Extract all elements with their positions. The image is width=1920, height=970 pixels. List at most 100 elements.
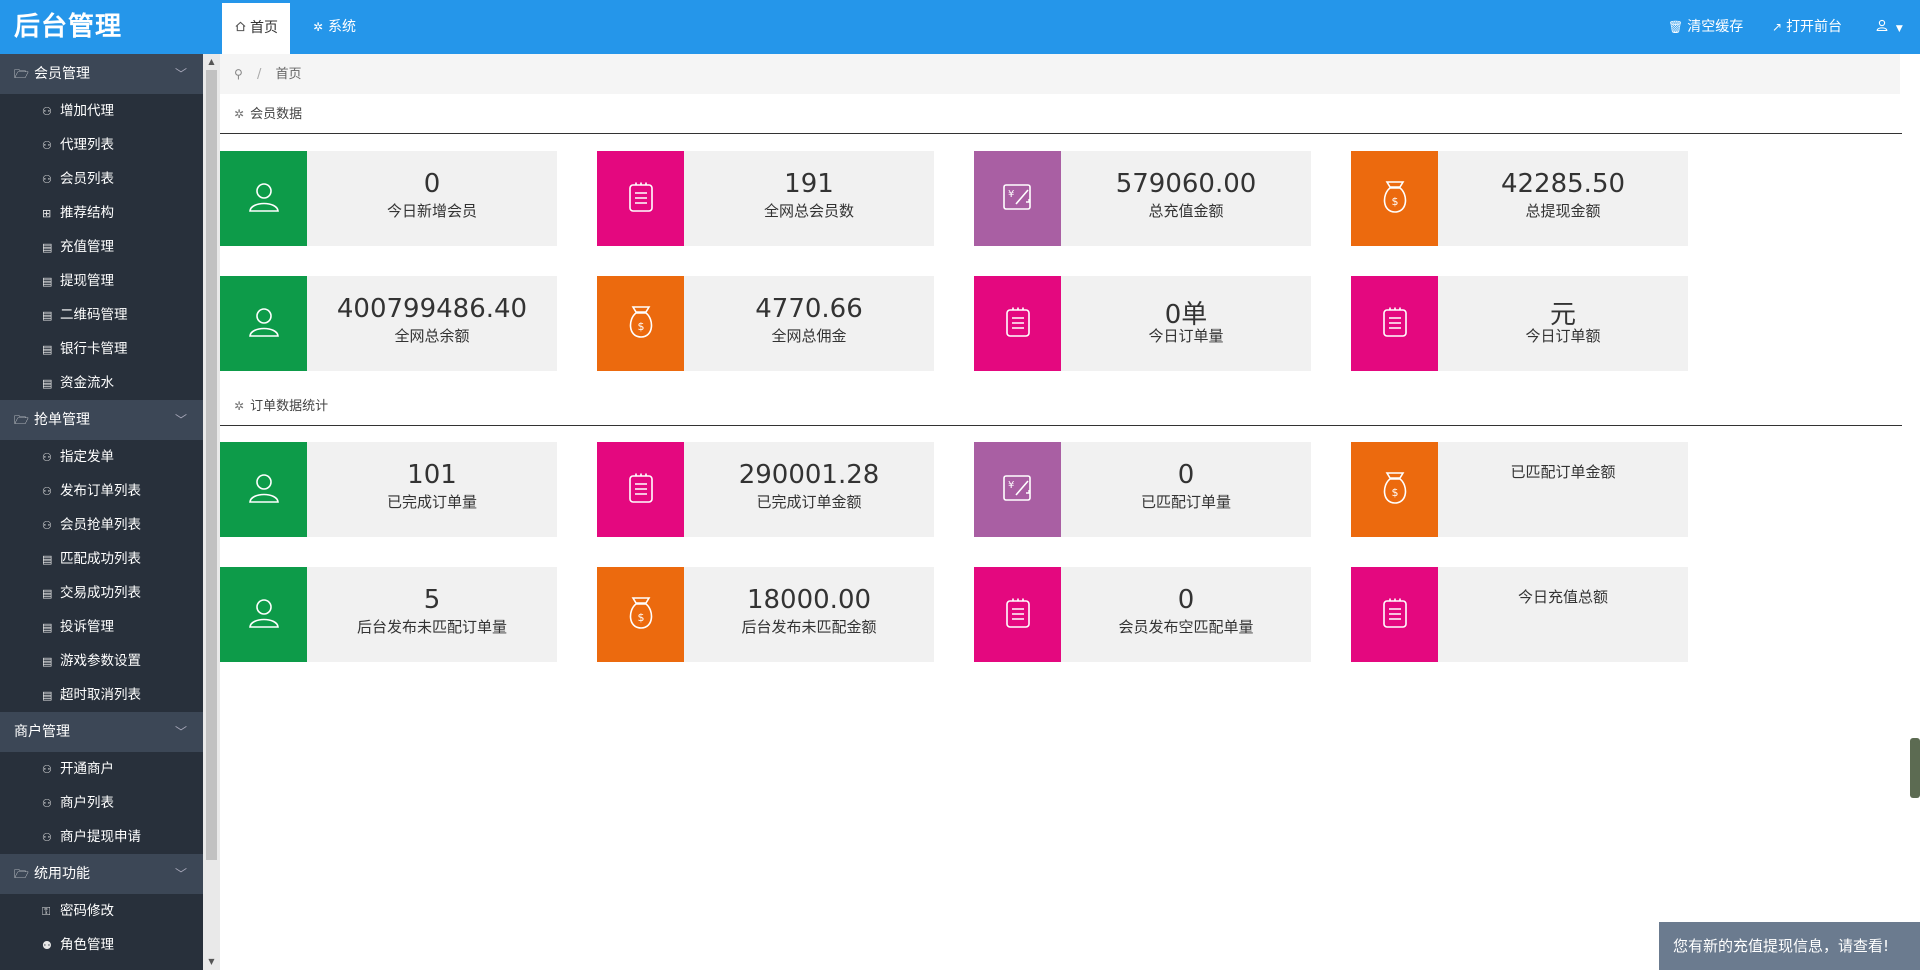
stat-card-icon-box xyxy=(220,567,307,662)
notification-toast[interactable]: 您有新的充值提现信息，请查看! xyxy=(1659,922,1920,970)
stat-card-label: 已匹配订单量 xyxy=(1140,493,1231,511)
sidebar-item-change-password[interactable]: ⚿ 密码修改 xyxy=(0,894,203,928)
sidebar-item-label: 会员列表 xyxy=(60,171,114,187)
sidebar-item-referral-structure[interactable]: ⊞ 推荐结构 xyxy=(0,196,203,230)
sidebar-item-match-success[interactable]: ▤ 匹配成功列表 xyxy=(0,542,203,576)
stat-card: ¥0 已匹配订单量 xyxy=(974,442,1311,537)
sidebar-item-open-merchant[interactable]: ⚇ 开通商户 xyxy=(0,752,203,786)
document-icon: ▤ xyxy=(42,343,53,356)
stat-card-icon-box: $ xyxy=(1351,151,1438,246)
sidebar-group-merchants[interactable]: 商户管理 ﹀ xyxy=(0,712,203,752)
user-icon xyxy=(247,471,281,509)
stat-card-value: 0 xyxy=(1177,460,1195,490)
stat-card-icon-box xyxy=(597,151,684,246)
sidebar-item-recharge[interactable]: ▤ 充值管理 xyxy=(0,230,203,264)
stat-card-icon-box xyxy=(1351,276,1438,371)
sidebar-group-label: 商户管理 xyxy=(14,724,70,740)
scroll-down-arrow[interactable]: ▼ xyxy=(208,957,215,966)
chevron-down-icon: ﹀ xyxy=(174,67,187,81)
chevron-down-icon: ﹀ xyxy=(174,725,187,739)
stat-card-icon-box xyxy=(974,276,1061,371)
stat-card-label: 全网总会员数 xyxy=(763,202,854,220)
location-pin-icon: ⚲ xyxy=(234,67,243,81)
stat-card-label: 全网总余额 xyxy=(394,327,470,345)
sidebar-item-label: 超时取消列表 xyxy=(60,687,141,703)
sidebar-item-label: 匹配成功列表 xyxy=(60,551,141,567)
stat-card-value: 18000.00 xyxy=(746,585,872,615)
sidebar-group-label: 统用功能 xyxy=(34,866,90,882)
stat-card: 400799486.40 全网总余额 xyxy=(220,276,557,371)
stat-card: $4770.66 全网总佣金 xyxy=(597,276,934,371)
stat-card-label: 总提现金额 xyxy=(1525,202,1601,220)
stat-card-label: 全网总佣金 xyxy=(771,327,847,345)
sidebar-item-add-agent[interactable]: ⚇ 增加代理 xyxy=(0,94,203,128)
stat-card-value: 191 xyxy=(784,169,834,199)
sidebar-item-label: 投诉管理 xyxy=(60,619,114,635)
sidebar-item-role-management[interactable]: ⚉ 角色管理 xyxy=(0,928,203,962)
money-bag-icon: $ xyxy=(627,596,655,634)
stat-card: 0 今日新增会员 xyxy=(220,151,557,246)
stat-card-value: 0单 xyxy=(1164,300,1208,330)
user-icon xyxy=(1876,19,1892,34)
stat-card: 101 已完成订单量 xyxy=(220,442,557,537)
sidebar-item-label: 会员抢单列表 xyxy=(60,517,141,533)
tab-system[interactable]: ✲ 系统 xyxy=(300,0,368,54)
sidebar-item-member-list[interactable]: ⚇ 会员列表 xyxy=(0,162,203,196)
section-title-orders: ✲ 订单数据统计 xyxy=(220,386,1902,426)
notification-text: 您有新的充值提现信息，请查看! xyxy=(1673,937,1890,955)
sidebar-item-label: 增加代理 xyxy=(60,103,114,119)
stat-card-icon-box: ¥ xyxy=(974,151,1061,246)
stat-card-icon-box: $ xyxy=(597,276,684,371)
tab-home[interactable]: 首页 xyxy=(222,0,290,54)
sidebar-item-bank-card[interactable]: ▤ 银行卡管理 xyxy=(0,332,203,366)
user-icon: ⚇ xyxy=(42,831,52,844)
tab-system-label: 系统 xyxy=(328,19,356,35)
breadcrumb: ⚲ / 首页 xyxy=(220,54,1900,94)
sidebar-item-assign-order[interactable]: ⚇ 指定发单 xyxy=(0,440,203,474)
sidebar-item-complaints[interactable]: ▤ 投诉管理 xyxy=(0,610,203,644)
sidebar-item-label: 交易成功列表 xyxy=(60,585,141,601)
stat-card-icon-box xyxy=(220,276,307,371)
money-bag-icon: $ xyxy=(1381,180,1409,218)
scroll-up-arrow[interactable]: ▲ xyxy=(208,57,215,66)
user-menu-button[interactable]: ▼ xyxy=(1876,0,1903,54)
section-title-members: ✲ 会员数据 xyxy=(220,94,1902,134)
sidebar-item-withdraw[interactable]: ▤ 提现管理 xyxy=(0,264,203,298)
sidebar-item-trade-success[interactable]: ▤ 交易成功列表 xyxy=(0,576,203,610)
clipboard-icon xyxy=(1381,306,1409,342)
user-icon: ⚇ xyxy=(42,519,52,532)
stat-card-label: 后台发布未匹配金额 xyxy=(741,618,877,636)
home-icon xyxy=(234,3,246,53)
yen-card-icon: ¥ xyxy=(1002,473,1034,507)
sidebar-item-merchant-withdraw[interactable]: ⚇ 商户提现申请 xyxy=(0,820,203,854)
sidebar-group-label: 抢单管理 xyxy=(34,412,90,428)
stat-card: 元今日订单额 xyxy=(1351,276,1688,371)
sidebar-item-label: 银行卡管理 xyxy=(60,341,128,357)
sidebar-item-merchant-list[interactable]: ⚇ 商户列表 xyxy=(0,786,203,820)
open-frontend-button[interactable]: ↗ 打开前台 xyxy=(1772,0,1842,54)
stat-card-label: 后台发布未匹配订单量 xyxy=(356,618,507,636)
scrollbar-thumb[interactable] xyxy=(206,70,217,860)
gear-icon: ✲ xyxy=(234,399,245,413)
sidebar-item-member-grab-list[interactable]: ⚇ 会员抢单列表 xyxy=(0,508,203,542)
sidebar-item-game-settings[interactable]: ▤ 游戏参数设置 xyxy=(0,644,203,678)
sidebar-item-fund-flow[interactable]: ▤ 资金流水 xyxy=(0,366,203,400)
sidebar-item-label: 指定发单 xyxy=(60,449,114,465)
sidebar-group-members[interactable]: 🗁 会员管理 ﹀ xyxy=(0,54,203,94)
sidebar-item-published-orders[interactable]: ⚇ 发布订单列表 xyxy=(0,474,203,508)
breadcrumb-home[interactable]: 首页 xyxy=(275,67,302,82)
sidebar-item-agent-list[interactable]: ⚇ 代理列表 xyxy=(0,128,203,162)
svg-text:$: $ xyxy=(1391,195,1398,208)
sidebar-group-common[interactable]: 🗁 统用功能 ﹀ xyxy=(0,854,203,894)
sidebar-group-orders[interactable]: 🗁 抢单管理 ﹀ xyxy=(0,400,203,440)
user-icon xyxy=(247,305,281,343)
sidebar-item-label: 二维码管理 xyxy=(60,307,128,323)
side-widget-handle[interactable] xyxy=(1910,738,1920,798)
stat-card-value: 290001.28 xyxy=(738,460,880,490)
svg-text:¥: ¥ xyxy=(1008,189,1014,200)
sidebar-item-qrcode[interactable]: ▤ 二维码管理 xyxy=(0,298,203,332)
clear-cache-button[interactable]: 🗑 清空缓存 xyxy=(1668,0,1743,54)
stat-card-icon-box xyxy=(220,442,307,537)
sidebar-item-timeout-cancel[interactable]: ▤ 超时取消列表 xyxy=(0,678,203,712)
stat-card: $18000.00 后台发布未匹配金额 xyxy=(597,567,934,662)
